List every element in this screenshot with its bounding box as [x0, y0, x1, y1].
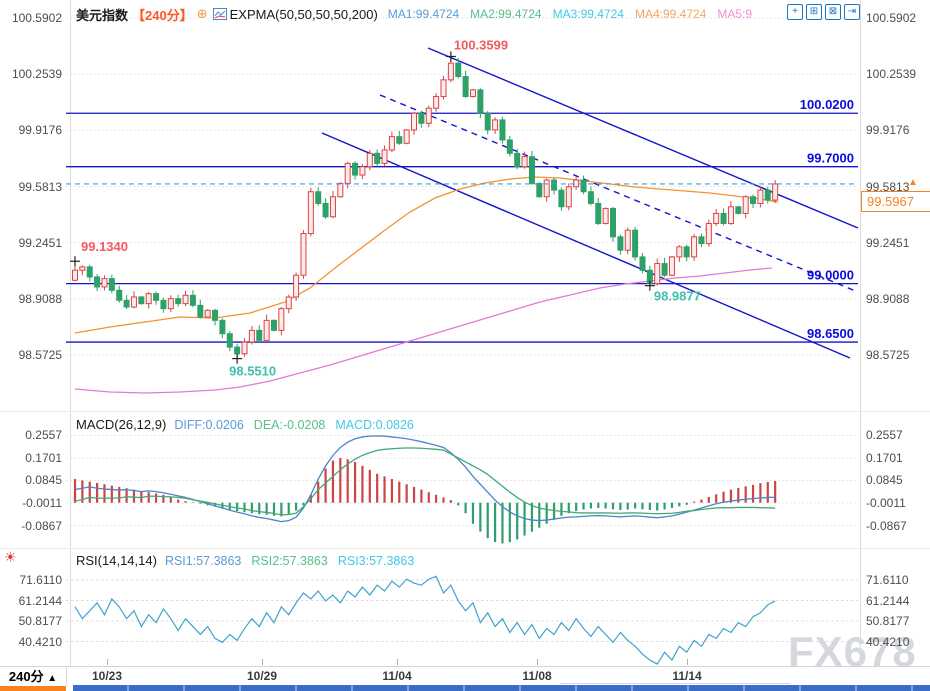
- macd-dea-value: DEA:-0.0208: [253, 417, 326, 432]
- svg-text:98.5510: 98.5510: [229, 364, 276, 379]
- visible-range-line: [560, 683, 790, 684]
- tab-active-underline: [0, 686, 66, 691]
- indicator-settings-icon[interactable]: ☀: [4, 549, 17, 565]
- svg-text:99.7000: 99.7000: [807, 151, 854, 166]
- rsi3-value: RSI3:57.3863: [337, 553, 415, 568]
- rsi2-value: RSI2:57.3863: [251, 553, 328, 568]
- macd-value: MACD:0.0826: [335, 417, 414, 432]
- ma5-value: MA5:9: [717, 7, 753, 21]
- svg-text:98.6500: 98.6500: [807, 326, 854, 341]
- svg-text:99.1340: 99.1340: [81, 239, 128, 254]
- expma-label: EXPMA(50,50,50,50,200): [229, 6, 378, 22]
- svg-text:100.3599: 100.3599: [454, 37, 508, 52]
- tab-period-240min[interactable]: 240分 ▲: [0, 667, 67, 686]
- scale-axis-icon[interactable]: ⊠: [825, 4, 841, 20]
- panel-separator: [0, 548, 930, 549]
- bottom-axis-line: [0, 666, 930, 667]
- ma4-value: MA4:99.4724: [634, 7, 707, 21]
- macd-title: MACD(26,12,9): [76, 417, 167, 432]
- period-label: 【240分】: [132, 7, 193, 23]
- svg-text:99.0000: 99.0000: [807, 268, 854, 283]
- exit-fullscreen-icon[interactable]: ⇥: [844, 4, 860, 20]
- main-header: 美元指数 【240分】 ⊕ EXPMA(50,50,50,50,200) MA1…: [76, 4, 763, 24]
- panel-separator: [0, 411, 930, 412]
- rsi-title: RSI(14,14,14): [76, 553, 157, 568]
- current-price-tag: 99.5967: [861, 191, 930, 212]
- chart-toolbar: + ⊞ ⊠ ⇥: [784, 4, 860, 20]
- ma3-value: MA3:99.4724: [552, 7, 624, 21]
- expma-chart-icon: [212, 8, 227, 20]
- macd-header: MACD(26,12,9) DIFF:0.0206 DEA:-0.0208 MA…: [76, 417, 424, 432]
- crosshair-icon[interactable]: +: [787, 4, 803, 20]
- svg-text:100.0200: 100.0200: [800, 97, 854, 112]
- rsi-header: RSI(14,14,14) RSI1:57.3863 RSI2:57.3863 …: [76, 553, 424, 568]
- ma2-value: MA2:99.4724: [470, 7, 542, 21]
- svg-text:98.9877: 98.9877: [654, 289, 701, 304]
- tab-period-label: 240分: [8, 669, 44, 684]
- price-up-arrow: ▲: [908, 177, 918, 188]
- rsi1-value: RSI1:57.3863: [164, 553, 242, 568]
- timeline-scrollbar[interactable]: [73, 685, 930, 691]
- watermark: FX678: [788, 628, 917, 675]
- ma1-value: MA1:99.4724: [387, 7, 460, 21]
- tab-up-arrow: ▲: [47, 673, 58, 684]
- add-indicator-icon[interactable]: ⊕: [196, 6, 208, 21]
- grid-axis-icon[interactable]: ⊞: [806, 4, 822, 20]
- macd-diff-value: DIFF:0.0206: [174, 417, 244, 432]
- symbol-title: 美元指数: [76, 7, 129, 23]
